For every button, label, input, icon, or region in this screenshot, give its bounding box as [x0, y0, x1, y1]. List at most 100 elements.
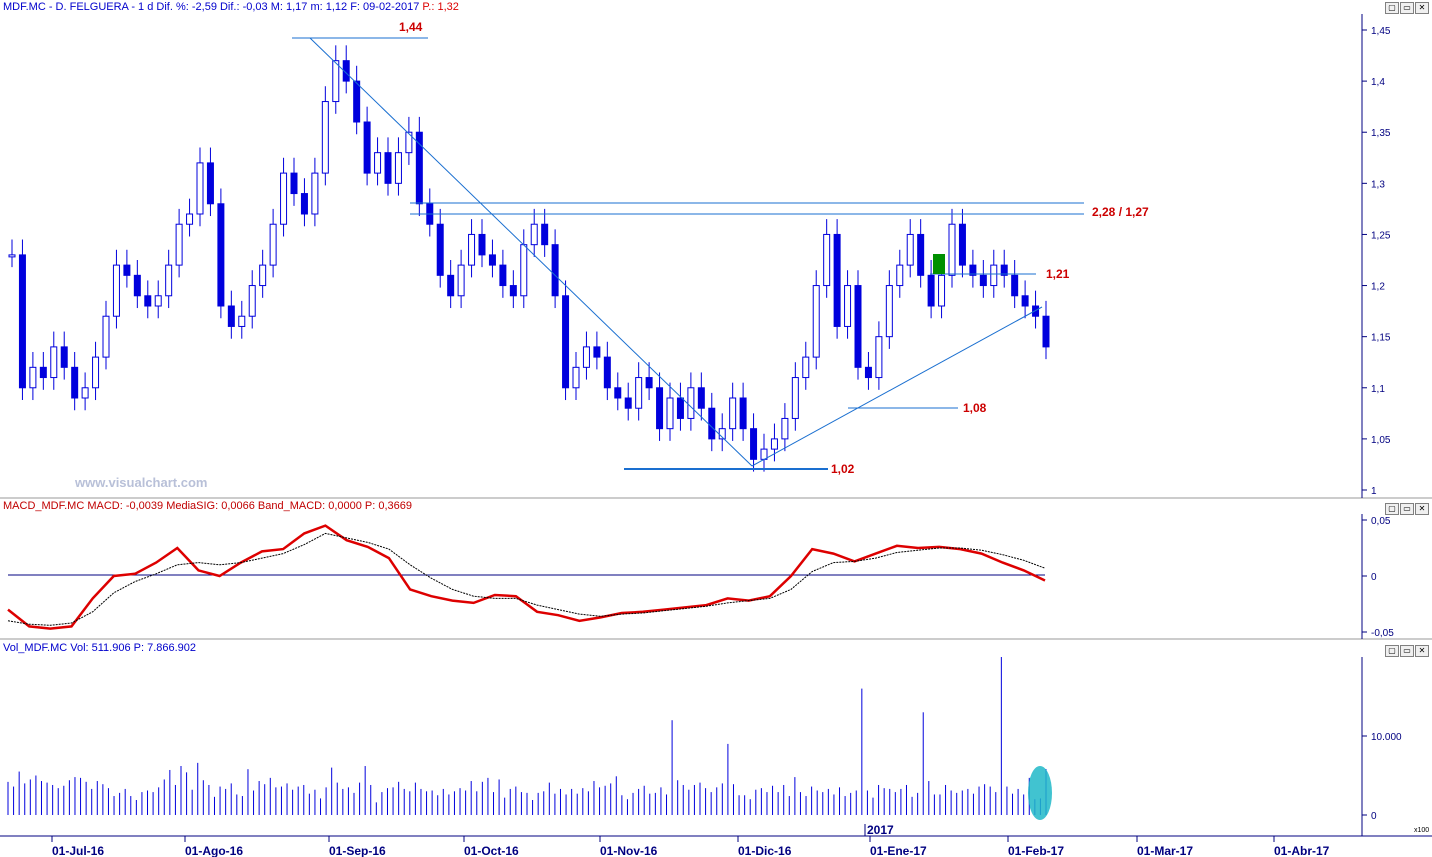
volume-scale-label: x100	[1414, 827, 1429, 834]
y-tick-label: 1,15	[1371, 333, 1391, 344]
candle-body	[175, 223, 183, 266]
trend-lines	[292, 37, 1084, 470]
price-title-p: P.: 1,32	[422, 1, 459, 13]
volume-panel-title: Vol_MDF.MC Vol: 511.906 P: 7.866.902	[3, 642, 197, 654]
candle-body	[530, 223, 538, 246]
candle-body	[593, 346, 601, 358]
restore-icon[interactable]: ▭	[1400, 503, 1414, 515]
candle-body	[415, 131, 423, 205]
y-tick-label: 1,25	[1371, 230, 1391, 241]
candle-body	[1021, 295, 1029, 307]
candle-body	[374, 152, 382, 174]
candle-body	[384, 152, 392, 184]
candle-body	[238, 315, 246, 327]
candle-body	[342, 60, 350, 82]
annotation-label: 1,44	[399, 20, 423, 34]
candle-body	[39, 366, 47, 379]
y-tick-label: 1,35	[1371, 128, 1391, 139]
y-tick-label: 1	[1371, 486, 1377, 497]
x-tick-label: 01-Sep-16	[329, 844, 386, 857]
candle-body	[332, 60, 340, 103]
x-tick-label: 01-Oct-16	[464, 844, 519, 857]
restore-icon[interactable]: ▭	[1400, 645, 1414, 657]
candle-body	[112, 264, 120, 317]
close-icon[interactable]: ✕	[1415, 2, 1429, 14]
minimize-icon[interactable]: ▢	[1385, 645, 1399, 657]
trend-line	[309, 37, 753, 467]
volume-y-ticks: 10.000 0	[1362, 732, 1402, 822]
y-tick-label: 0	[1371, 811, 1377, 822]
minimize-icon[interactable]: ▢	[1385, 503, 1399, 515]
x-tick-label: 01-Dic-16	[738, 844, 792, 857]
candle-body	[635, 377, 643, 409]
candle-body	[311, 172, 319, 215]
y-tick-label: 1,2	[1371, 282, 1385, 293]
close-icon[interactable]: ✕	[1415, 503, 1429, 515]
candle-body	[1011, 274, 1019, 297]
candle-body	[1032, 305, 1040, 317]
candle-body	[102, 315, 110, 358]
candle-body	[875, 336, 883, 379]
candle-body	[729, 397, 737, 430]
candle-body	[969, 264, 977, 276]
macd-window-buttons: ▢ ▭ ✕	[1385, 503, 1429, 515]
price-chart	[8, 45, 1050, 472]
candle-body	[436, 223, 444, 276]
candle-body	[50, 346, 58, 379]
candle-body	[833, 233, 841, 327]
candle-body	[990, 264, 998, 287]
green-gap-box	[933, 254, 945, 274]
restore-icon[interactable]: ▭	[1400, 2, 1414, 14]
candle-body	[154, 295, 162, 307]
y-tick-label: 1,3	[1371, 179, 1385, 190]
x-tick-label: 01-Ago-16	[185, 844, 243, 857]
candle-body	[353, 80, 361, 123]
x-ticks: 01-Jul-16 01-Ago-16 01-Sep-16 01-Oct-16 01-N…	[51, 836, 1330, 857]
annotation-label: 1,08	[963, 401, 987, 415]
watermark: www.visualchart.com	[74, 475, 207, 490]
x-tick-label: 01-Feb-17	[1008, 844, 1064, 857]
candle-body	[457, 264, 465, 297]
candle-body	[509, 285, 517, 297]
minimize-icon[interactable]: ▢	[1385, 2, 1399, 14]
x-tick-label: 01-Nov-16	[600, 844, 658, 857]
macd-chart	[7, 524, 1046, 630]
x-tick-label: 01-Abr-17	[1274, 844, 1330, 857]
candle-body	[864, 366, 872, 379]
candle-body	[186, 213, 194, 225]
candle-body	[499, 264, 507, 287]
candle-body	[739, 397, 747, 430]
candle-body	[405, 131, 413, 154]
candle-body	[854, 285, 862, 368]
candle-body	[802, 356, 810, 379]
candle-body	[196, 162, 204, 215]
candle-body	[791, 377, 799, 419]
candle-body	[520, 244, 528, 297]
x-tick-label: 01-Ene-17	[870, 844, 927, 857]
candle-body	[781, 417, 789, 440]
candle-body	[823, 233, 831, 287]
candle-body	[551, 244, 559, 297]
candle-body	[645, 377, 653, 389]
candle-body	[248, 285, 256, 317]
candle-body	[363, 121, 371, 174]
candle-body	[133, 274, 141, 297]
close-icon[interactable]: ✕	[1415, 645, 1429, 657]
candle-body	[92, 356, 100, 389]
macd-panel-title: MACD_MDF.MC MACD: -0,0039 MediaSIG: 0,00…	[3, 500, 413, 512]
y-tick-label: 0	[1371, 572, 1377, 583]
candle-body	[227, 305, 235, 327]
y-tick-label: 1,05	[1371, 435, 1391, 446]
candle-body	[394, 152, 402, 184]
candle-body	[562, 295, 570, 389]
candle-body	[708, 407, 716, 440]
annotations: 1,44 2,28 / 1,27 1,21 1,08 1,02	[399, 20, 1149, 476]
candle-body	[697, 387, 705, 409]
annotation-label: 2,28 / 1,27	[1092, 205, 1149, 219]
candle-body	[60, 346, 68, 368]
trend-line	[751, 306, 1043, 467]
candle-body	[259, 264, 267, 287]
candle-body	[896, 264, 904, 287]
candle-body	[844, 285, 852, 327]
